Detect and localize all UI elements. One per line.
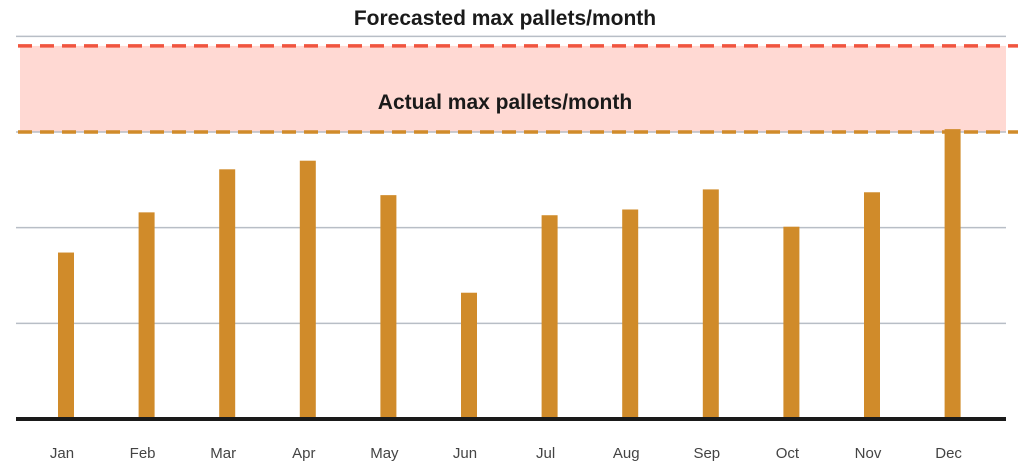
x-tick-label-aug: Aug bbox=[613, 445, 640, 462]
x-tick-label-sep: Sep bbox=[693, 445, 720, 462]
bars bbox=[58, 129, 961, 419]
x-tick-label-feb: Feb bbox=[130, 445, 156, 462]
bar-mar bbox=[219, 169, 236, 419]
x-tick-label-nov: Nov bbox=[855, 445, 882, 462]
x-tick-label-jan: Jan bbox=[50, 445, 74, 462]
x-tick-label-mar: Mar bbox=[210, 445, 236, 462]
bar-jan bbox=[58, 252, 74, 419]
bar-apr bbox=[299, 160, 316, 419]
x-tick-label-jul: Jul bbox=[536, 445, 555, 462]
x-tick-label-dec: Dec bbox=[935, 445, 962, 462]
bar-may bbox=[380, 195, 397, 419]
capacity-gap-band bbox=[20, 45, 1006, 132]
forecast-label: Forecasted max pallets/month bbox=[354, 7, 656, 30]
bar-nov bbox=[864, 192, 880, 419]
bar-feb bbox=[138, 212, 155, 419]
bar-dec bbox=[944, 129, 961, 419]
bar-aug bbox=[622, 209, 639, 419]
x-tick-label-apr: Apr bbox=[292, 445, 315, 462]
actual-label: Actual max pallets/month bbox=[378, 91, 632, 114]
bar-jul bbox=[541, 215, 558, 419]
bar-jun bbox=[461, 292, 477, 419]
x-tick-label-oct: Oct bbox=[776, 445, 800, 462]
bar-sep bbox=[702, 189, 719, 419]
bar-oct bbox=[783, 226, 800, 419]
x-tick-label-may: May bbox=[370, 445, 399, 462]
x-tick-label-jun: Jun bbox=[453, 445, 477, 462]
x-axis-tick-labels: Jan Feb Mar Apr May Jun Jul Aug Sep Oct Nov Dec bbox=[50, 445, 963, 462]
